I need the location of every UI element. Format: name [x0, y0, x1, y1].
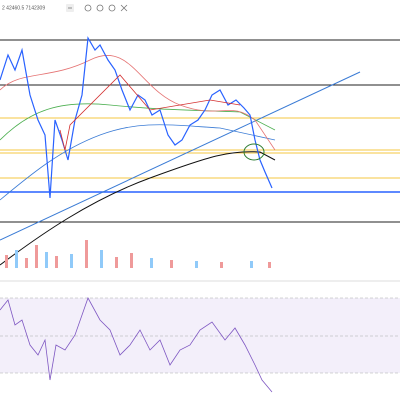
volume-bars — [5, 240, 271, 268]
legend-text: 2 42460.5 7142309 — [2, 5, 45, 11]
toolbar-icons[interactable] — [66, 4, 128, 12]
rsi-pane — [0, 297, 400, 393]
main-pane — [0, 36, 400, 266]
